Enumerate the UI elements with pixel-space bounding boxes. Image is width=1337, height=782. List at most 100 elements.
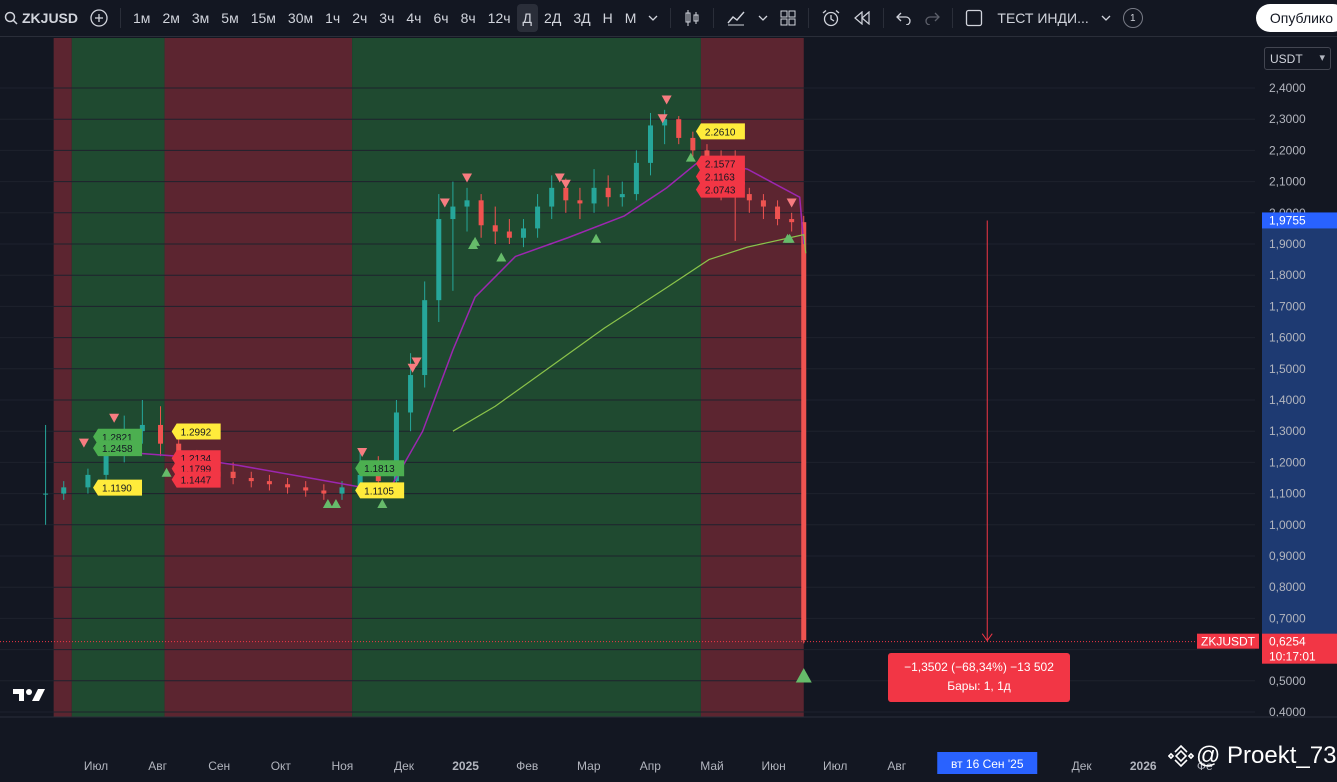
interval-5[interactable]: 30м bbox=[287, 10, 314, 26]
interval-15[interactable]: 3Д bbox=[573, 10, 591, 26]
interval-3[interactable]: 5м bbox=[221, 10, 239, 26]
y-tick-3: 2,1000 bbox=[1269, 175, 1306, 189]
x-tick-3: Окт bbox=[271, 759, 292, 773]
price-tag-text: 2.1163 bbox=[705, 173, 735, 184]
interval-2[interactable]: 3м bbox=[191, 10, 210, 26]
candle-body-5 bbox=[139, 424, 145, 432]
candle-body-24 bbox=[464, 200, 470, 207]
indicator-dropdown[interactable] bbox=[1095, 4, 1117, 32]
price-tag-12: 2.0743 bbox=[695, 181, 745, 198]
zone-2 bbox=[164, 38, 353, 717]
interval-16[interactable]: Н bbox=[602, 10, 613, 26]
measure-change: −1,3502 (−68,34%) −13 502 bbox=[904, 660, 1054, 674]
candle-body-0 bbox=[43, 493, 49, 495]
indicator-count: 1 bbox=[1122, 8, 1143, 28]
top-toolbar: ZKJUSD 1м 2м 3м 5м 15м 30м 1ч 2ч 3ч 4ч 6ч 8ч 12ч Д 2Д 3… bbox=[0, 0, 1337, 37]
add-symbol-button[interactable] bbox=[84, 4, 114, 32]
interval-12[interactable]: 12ч bbox=[487, 10, 511, 26]
candle-body-13 bbox=[285, 484, 291, 488]
candle-body-35 bbox=[619, 194, 625, 198]
interval-7[interactable]: 2ч bbox=[352, 10, 368, 26]
chevron-down-icon: ▾ bbox=[1319, 52, 1325, 64]
watermark-text: @ Proekt_73 bbox=[1196, 742, 1337, 769]
signal-down-3 bbox=[407, 363, 418, 373]
chart-type-button[interactable] bbox=[677, 4, 707, 32]
toolbar-divider bbox=[713, 8, 715, 28]
interval-11[interactable]: 8ч bbox=[460, 10, 476, 26]
interval-0[interactable]: 1м bbox=[133, 10, 151, 26]
x-tick-4: Ноя bbox=[331, 759, 353, 773]
cursor-date-label: вт 16 Сен '25 bbox=[951, 757, 1024, 771]
time-axis-ticks: Июл Авг Сен Окт Ноя Дек 2025 Фев Мар Апр Май Июн Июл… bbox=[84, 759, 1213, 773]
candle-body-1 bbox=[61, 487, 67, 494]
price-tag-6: 1.1447 bbox=[171, 471, 221, 488]
y-tick-12: 1,2000 bbox=[1269, 455, 1306, 469]
x-tick-16: Дек bbox=[1072, 759, 1093, 773]
candle-body-31 bbox=[563, 187, 569, 201]
grid bbox=[0, 87, 1255, 713]
currency-select[interactable]: USDT ▾ bbox=[1264, 47, 1331, 70]
candle-body-38 bbox=[662, 119, 668, 126]
price-tag-10: 2.1577 bbox=[695, 155, 745, 172]
indicator-name: ТЕСТ ИНДИ... bbox=[997, 10, 1089, 26]
signal-down-9 bbox=[657, 114, 668, 124]
interval-14[interactable]: 2Д bbox=[544, 10, 562, 26]
axis-price-labels: 1,9755 ZKJUSDT 0,6254 10:17:01 вт 16 Сен… bbox=[937, 212, 1337, 774]
price-tag-bg bbox=[355, 482, 405, 499]
price-tag-text: 1.1447 bbox=[181, 476, 212, 487]
cursor-price-label-bg bbox=[1262, 633, 1337, 664]
y-tick-2: 2,2000 bbox=[1269, 143, 1306, 157]
interval-6[interactable]: 1ч bbox=[325, 10, 341, 26]
x-tick-5: Дек bbox=[394, 759, 415, 773]
x-tick-10: Май bbox=[700, 759, 724, 773]
indicators-icon bbox=[727, 11, 745, 26]
signals bbox=[78, 95, 812, 683]
interval-17[interactable]: М bbox=[624, 10, 637, 26]
candle-body-25 bbox=[478, 200, 484, 226]
layouts-button[interactable] bbox=[774, 4, 802, 32]
signal-up-11 bbox=[795, 668, 812, 683]
y-tick-8: 1,6000 bbox=[1269, 331, 1306, 345]
interval-4[interactable]: 15м bbox=[250, 10, 276, 26]
undo-icon bbox=[896, 12, 912, 25]
price-tag-bg bbox=[695, 168, 745, 185]
y-tick-19: 0,5000 bbox=[1269, 674, 1306, 688]
price-tag-text: 1.1105 bbox=[364, 486, 394, 497]
x-tick-18: Фе bbox=[1197, 759, 1213, 773]
price-tag-3: 1.2992 bbox=[171, 423, 221, 440]
symbol-search[interactable]: ZKJUSD bbox=[0, 4, 84, 32]
candle-body-11 bbox=[248, 478, 254, 482]
interval-8[interactable]: 3ч bbox=[379, 10, 395, 26]
candle-body-15 bbox=[321, 490, 327, 494]
alert-button[interactable] bbox=[815, 4, 847, 32]
candle-body-10 bbox=[230, 471, 236, 478]
candle-body-48 bbox=[801, 222, 807, 641]
price-tag-2: 1.2458 bbox=[93, 440, 143, 457]
interval-10[interactable]: 6ч bbox=[433, 10, 449, 26]
candle-body-32 bbox=[577, 200, 583, 204]
currency-value: USDT bbox=[1270, 51, 1303, 66]
publish-button[interactable]: Опублико bbox=[1255, 4, 1337, 32]
undo-button[interactable] bbox=[890, 4, 918, 32]
price-tag-bg bbox=[171, 471, 221, 488]
interval-dropdown[interactable] bbox=[642, 4, 664, 32]
interval-13[interactable]: Д bbox=[516, 4, 539, 32]
indicator-template-button[interactable]: ТЕСТ ИНДИ... bbox=[959, 4, 1094, 32]
redo-button[interactable] bbox=[918, 4, 946, 32]
interval-9[interactable]: 4ч bbox=[406, 10, 422, 26]
indicators-dropdown[interactable] bbox=[752, 4, 774, 32]
indicators-button[interactable] bbox=[720, 4, 752, 32]
measure-arrow-head bbox=[981, 633, 993, 642]
replay-button[interactable] bbox=[847, 4, 877, 32]
candle-body-20 bbox=[408, 375, 414, 413]
signal-down-4 bbox=[411, 357, 422, 367]
candle-body-28 bbox=[520, 228, 526, 238]
tradingview-logo[interactable] bbox=[12, 686, 46, 704]
indicator-count-badge[interactable]: 1 bbox=[1117, 4, 1149, 32]
interval-1[interactable]: 2м bbox=[162, 10, 180, 26]
signal-up-6 bbox=[496, 252, 507, 262]
price-tag-text: 1.2134 bbox=[181, 454, 212, 465]
signal-up-7 bbox=[591, 233, 602, 243]
price-axis-ticks: 2,40002,30002,20002,10002,00001,90001,80… bbox=[1269, 81, 1306, 719]
